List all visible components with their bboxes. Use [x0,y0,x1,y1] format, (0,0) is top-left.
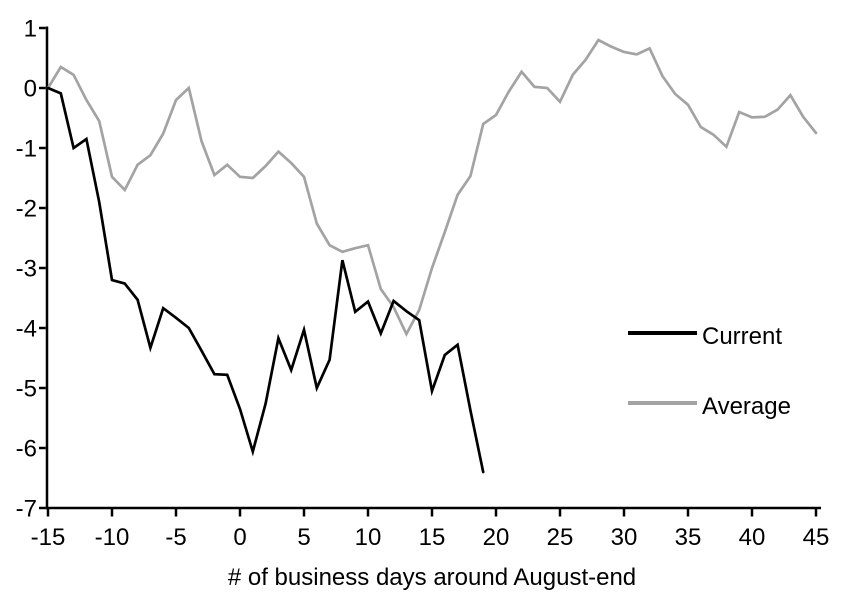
x-tick-label: 15 [419,524,446,551]
legend-current-label: Current [702,323,782,350]
x-tick-label: 35 [675,524,702,551]
x-tick-label: 20 [483,524,510,551]
x-tick-label: -5 [165,524,186,551]
y-tick-label: 0 [24,75,37,102]
x-tick-label: 0 [233,524,246,551]
x-tick-label: 30 [611,524,638,551]
x-tick-label: 25 [547,524,574,551]
y-tick-label: -7 [16,495,37,522]
legend: Current Average [628,323,791,420]
data-series [46,38,818,474]
y-tick-label: 1 [24,15,37,42]
legend-average-label: Average [702,393,791,420]
x-tick-label: 10 [355,524,382,551]
x-tick-label: 40 [739,524,766,551]
legend-item-average: Average [628,393,791,420]
average-series-line [46,38,818,338]
legend-item-current: Current [628,323,782,350]
y-tick-label: -2 [16,195,37,222]
x-tick-label: 45 [803,524,830,551]
y-tick-label: -6 [16,435,37,462]
x-tick-label: -15 [31,524,66,551]
x-tick-label: -10 [95,524,130,551]
axes: 10-1-2-3-4-5-6-7-15 -10 -5 0 5 10 15 20 25 30 35 40… [16,15,830,551]
x-axis-title: # of business days around August-end [228,564,636,591]
y-tick-label: -5 [16,375,37,402]
x-tick-label: 5 [297,524,310,551]
current-series-line [46,86,485,474]
y-tick-label: -3 [16,255,37,282]
y-tick-label: -4 [16,315,37,342]
y-tick-label: -1 [16,135,37,162]
